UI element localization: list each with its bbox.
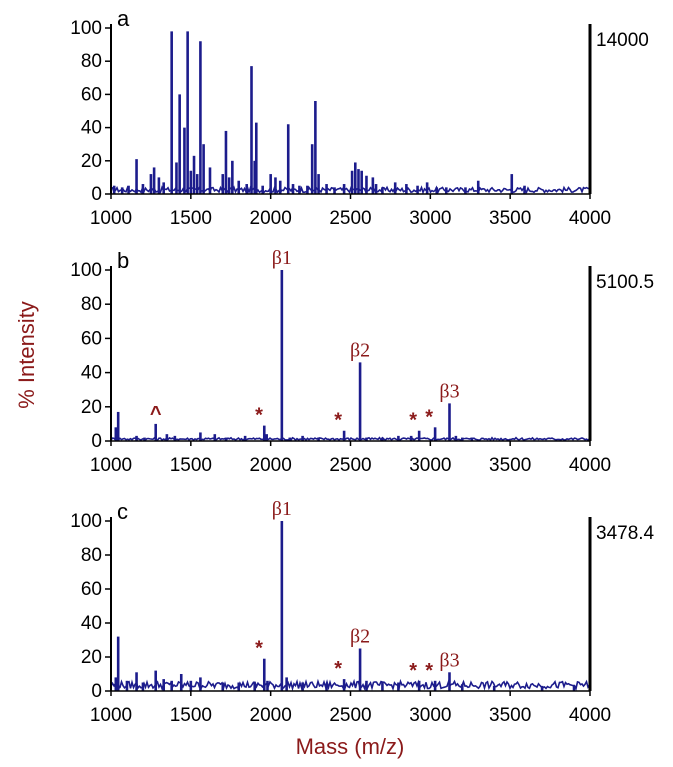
y-tick-label: 20: [81, 647, 102, 668]
intensity-scale-value: 5100.5: [596, 272, 654, 293]
y-tick-label: 20: [81, 151, 102, 172]
spectrum-noise-trace: [110, 678, 591, 692]
peak-marker: *: [334, 410, 342, 432]
x-tick-label: 4000: [569, 208, 611, 229]
y-tick-label: 60: [81, 328, 102, 349]
y-tick-label: 100: [70, 18, 102, 39]
x-tick-label: 2000: [250, 705, 292, 726]
y-tick-label: 40: [81, 363, 102, 384]
panel-label: c: [117, 499, 128, 524]
peak-annotation-label: β2: [350, 626, 370, 648]
peak-annotation-label: β1: [272, 498, 292, 520]
x-tick-label: 2500: [329, 705, 371, 726]
y-tick-label: 0: [91, 431, 102, 452]
spectrum-panel-a: 0 20 40 60 80 100 1000 1500 2000 2500 3000 3500 4000…: [70, 6, 649, 229]
peak-marker: *: [334, 658, 342, 680]
peak-annotation-label: β2: [350, 339, 370, 361]
spectrum-panel-b: 0 20 40 60 80 100 1000 1500 2000 2500 3000 3500 4000…: [70, 247, 654, 476]
peak-annotation-label: β3: [439, 649, 459, 671]
y-tick-label: 20: [81, 397, 102, 418]
peak-marker: *: [425, 660, 433, 682]
peak-annotation-label: β3: [439, 380, 459, 402]
y-tick-label: 80: [81, 51, 102, 72]
panel-label: a: [117, 6, 130, 31]
x-tick-label: 2500: [329, 208, 371, 229]
x-tick-label: 3500: [489, 208, 531, 229]
panel-label: b: [117, 248, 129, 273]
x-tick-label: 1000: [90, 455, 132, 476]
peak-marker: *: [255, 638, 263, 660]
peak-marker: *: [409, 410, 417, 432]
x-tick-label: 4000: [569, 705, 611, 726]
y-tick-label: 80: [81, 545, 102, 566]
spectrum-noise-trace: [110, 184, 590, 195]
x-tick-label: 2000: [250, 455, 292, 476]
y-tick-label: 60: [81, 579, 102, 600]
y-tick-label: 80: [81, 294, 102, 315]
x-tick-label: 3000: [409, 705, 451, 726]
peak-marker: *: [255, 405, 263, 427]
x-tick-label: 1000: [90, 208, 132, 229]
y-tick-label: 0: [91, 184, 102, 205]
y-tick-label: 0: [91, 681, 102, 702]
y-tick-label: 100: [70, 511, 102, 532]
x-tick-label: 2500: [329, 455, 371, 476]
x-axis-title: Mass (m/z): [296, 734, 405, 759]
intensity-scale-value: 3478.4: [596, 523, 655, 544]
x-tick-label: 3000: [409, 208, 451, 229]
x-tick-label: 3000: [409, 455, 451, 476]
y-tick-label: 40: [81, 613, 102, 634]
spectrum-noise-trace: [110, 436, 591, 443]
y-tick-label: 40: [81, 118, 102, 139]
x-tick-label: 4000: [569, 455, 611, 476]
peak-marker: *: [409, 660, 417, 682]
x-tick-label: 1500: [170, 705, 212, 726]
y-tick-label: 100: [70, 260, 102, 281]
x-tick-label: 3500: [489, 705, 531, 726]
x-tick-label: 3500: [489, 455, 531, 476]
y-axis-title: % Intensity: [14, 301, 39, 409]
peak-marker: *: [425, 406, 433, 428]
x-tick-label: 1500: [170, 208, 212, 229]
intensity-scale-value: 14000: [596, 30, 649, 51]
y-tick-label: 60: [81, 84, 102, 105]
x-tick-label: 1500: [170, 455, 212, 476]
spectrum-panel-c: 0 20 40 60 80 100 1000 1500 2000 2500 3000 3500 4000…: [70, 498, 654, 726]
peak-annotation-label: β1: [272, 247, 292, 269]
x-tick-label: 1000: [90, 705, 132, 726]
x-tick-label: 2000: [250, 208, 292, 229]
peak-marker: ^: [150, 403, 162, 425]
